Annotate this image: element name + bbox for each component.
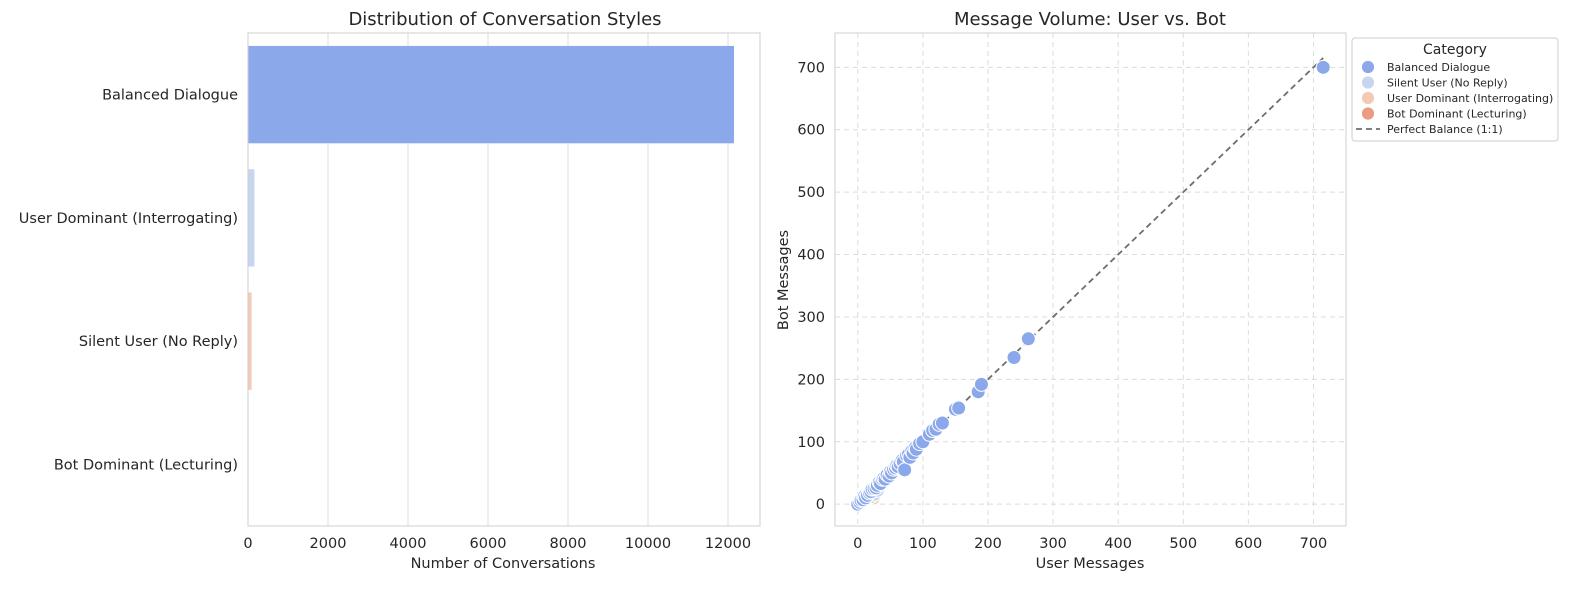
scatter-chart-title: Message Volume: User vs. Bot — [954, 9, 1226, 30]
scatter-chart-gridlines — [835, 33, 1346, 526]
bar-chart-category-label: Silent User (No Reply) — [79, 334, 238, 350]
scatter-y-tick-label: 700 — [797, 60, 825, 76]
scatter-y-tick-label: 600 — [797, 123, 825, 139]
bar-chart-x-label: Number of Conversations — [411, 556, 596, 572]
legend-entry-label: Perfect Balance (1:1) — [1387, 123, 1503, 136]
scatter-y-tick-label: 500 — [797, 185, 825, 201]
scatter-y-tick-label: 200 — [797, 372, 825, 388]
legend-marker — [1361, 60, 1375, 74]
legend-marker — [1361, 91, 1375, 105]
bar-chart-x-tick-label: 8000 — [550, 536, 587, 552]
scatter-chart-y-label: Bot Messages — [776, 230, 792, 330]
scatter-point — [951, 400, 967, 416]
bar-chart-panel: Distribution of Conversation Styles Bala… — [19, 9, 761, 572]
bar-chart-x-tick-label: 10000 — [625, 536, 671, 552]
legend-entry-label: User Dominant (Interrogating) — [1387, 92, 1553, 105]
scatter-point — [1020, 331, 1036, 347]
legend-entry-label: Silent User (No Reply) — [1387, 77, 1508, 90]
legend-title: Category — [1423, 42, 1487, 58]
bar-chart-bars — [248, 45, 734, 390]
scatter-x-tick-label: 700 — [1300, 536, 1328, 552]
bar-chart-category-labels: Balanced Dialogue User Dominant (Interrog… — [19, 88, 238, 474]
scatter-point — [934, 415, 950, 431]
scatter-chart-legend: Category Balanced Dialogue Silent User (N… — [1351, 37, 1559, 142]
scatter-chart-x-label: User Messages — [1036, 556, 1145, 572]
scatter-y-tick-label: 300 — [797, 310, 825, 326]
scatter-chart-frame — [834, 32, 1347, 527]
scatter-point — [1006, 350, 1022, 366]
scatter-chart-points — [850, 59, 1331, 512]
bar-balanced-dialogue — [248, 45, 734, 144]
bar-chart-category-label: Bot Dominant (Lecturing) — [54, 457, 238, 473]
legend-entries: Balanced Dialogue Silent User (No Reply) U… — [1356, 60, 1553, 136]
scatter-x-tick-label: 100 — [909, 536, 937, 552]
legend-marker — [1361, 75, 1375, 90]
scatter-chart-panel: Message Volume: User vs. Bot 0 100 200 300 4… — [776, 9, 1559, 572]
bar-chart-x-ticks: 0 2000 4000 6000 8000 10000 12000 — [243, 536, 751, 552]
bar-chart-x-tick-label: 12000 — [705, 536, 751, 552]
scatter-chart-y-ticks: 0 100 200 300 400 500 600 700 — [797, 60, 825, 513]
bar-chart-x-tick-label: 4000 — [390, 536, 427, 552]
scatter-x-tick-label: 600 — [1235, 536, 1263, 552]
scatter-x-tick-label: 400 — [1104, 536, 1132, 552]
scatter-y-tick-label: 0 — [816, 497, 825, 513]
scatter-point — [973, 376, 989, 392]
scatter-x-tick-label: 500 — [1169, 536, 1197, 552]
legend-marker — [1361, 106, 1375, 121]
bar-chart-frame — [247, 32, 761, 527]
legend-box — [1351, 37, 1559, 142]
scatter-y-tick-label: 100 — [797, 435, 825, 451]
perfect-balance-line — [857, 57, 1324, 505]
scatter-point — [1315, 59, 1331, 75]
bar-chart-category-label: User Dominant (Interrogating) — [19, 211, 238, 227]
bar-chart-title: Distribution of Conversation Styles — [348, 9, 661, 30]
bar-chart-x-tick-label: 2000 — [310, 536, 347, 552]
bar-silent-user-no-reply — [248, 292, 252, 390]
scatter-x-tick-label: 300 — [1039, 536, 1067, 552]
legend-entry-label: Bot Dominant (Lecturing) — [1387, 108, 1527, 121]
legend-entry-label: Balanced Dialogue — [1387, 61, 1490, 74]
scatter-x-tick-label: 200 — [974, 536, 1002, 552]
bar-chart-x-tick-label: 6000 — [470, 536, 507, 552]
scatter-x-tick-label: 0 — [853, 536, 862, 552]
scatter-point — [897, 462, 913, 478]
bar-user-dominant-interrogating — [248, 169, 255, 267]
scatter-chart-x-ticks: 0 100 200 300 400 500 600 700 — [853, 536, 1327, 552]
bar-chart-x-tick-label: 0 — [243, 536, 252, 552]
scatter-y-tick-label: 400 — [797, 248, 825, 264]
bar-chart-category-label: Balanced Dialogue — [102, 88, 238, 104]
